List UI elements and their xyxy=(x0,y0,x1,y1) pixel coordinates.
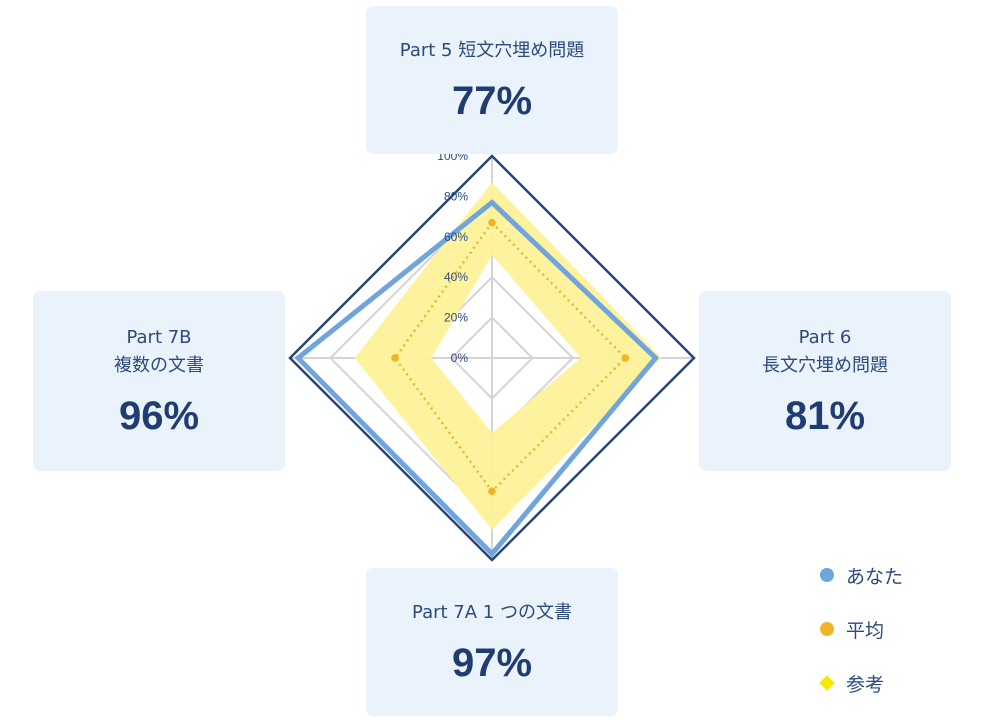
axis-label-part7a: Part 7A 1 つの文書 xyxy=(412,601,572,623)
axis-score-part7a: 97% xyxy=(451,640,533,685)
axis-label-part6: Part 6 xyxy=(798,326,852,348)
tick-label-3: 60% xyxy=(444,230,468,244)
legend-item-you: あなた xyxy=(820,548,903,602)
tick-label-4: 80% xyxy=(444,189,468,203)
axis-label-part5: Part 5 短文穴埋め問題 xyxy=(399,39,585,61)
outline-100 xyxy=(288,154,696,562)
series-ref-band xyxy=(354,182,662,530)
tick-label-1: 20% xyxy=(444,311,468,325)
avg-point-bottom xyxy=(488,487,496,496)
legend-dot-avg-icon xyxy=(820,622,834,636)
axis-card-part7b: Part 7B 複数の文書 96% xyxy=(33,291,285,471)
tick-label-0: 0% xyxy=(451,351,469,365)
legend: あなた 平均 参考 xyxy=(819,548,903,710)
axis-label-part7b: Part 7B xyxy=(126,326,192,348)
series-you-line xyxy=(294,199,660,558)
series-layer xyxy=(288,154,696,562)
axis-card-part7a: Part 7A 1 つの文書 97% xyxy=(366,568,618,716)
tick-labels: 0%20%40%60%80%100% xyxy=(437,149,468,365)
avg-point-left xyxy=(391,354,399,362)
legend-item-ref: 参考 xyxy=(819,656,903,710)
tick-label-2: 40% xyxy=(444,270,468,284)
axis-sublabel-part7b: 複数の文書 xyxy=(114,354,204,376)
axis-card-part5: Part 5 短文穴埋め問題 77% xyxy=(366,6,618,154)
legend-item-avg: 平均 xyxy=(820,602,903,656)
axis-score-part7b: 96% xyxy=(118,393,200,438)
axis-score-part5: 77% xyxy=(451,78,533,123)
axis-score-part6: 81% xyxy=(784,393,866,438)
axis-sublabel-part6: 長文穴埋め問題 xyxy=(762,354,888,376)
avg-point-right xyxy=(621,354,630,362)
legend-dot-you-icon xyxy=(820,568,834,582)
legend-label-you: あなた xyxy=(846,565,904,588)
avg-point-top xyxy=(488,218,496,227)
reference-band xyxy=(354,182,662,530)
legend-label-ref: 参考 xyxy=(846,673,885,696)
legend-label-avg: 平均 xyxy=(846,619,885,642)
axis-card-part6: Part 6 長文穴埋め問題 81% xyxy=(699,291,951,471)
legend-diamond-ref-icon xyxy=(819,675,835,691)
